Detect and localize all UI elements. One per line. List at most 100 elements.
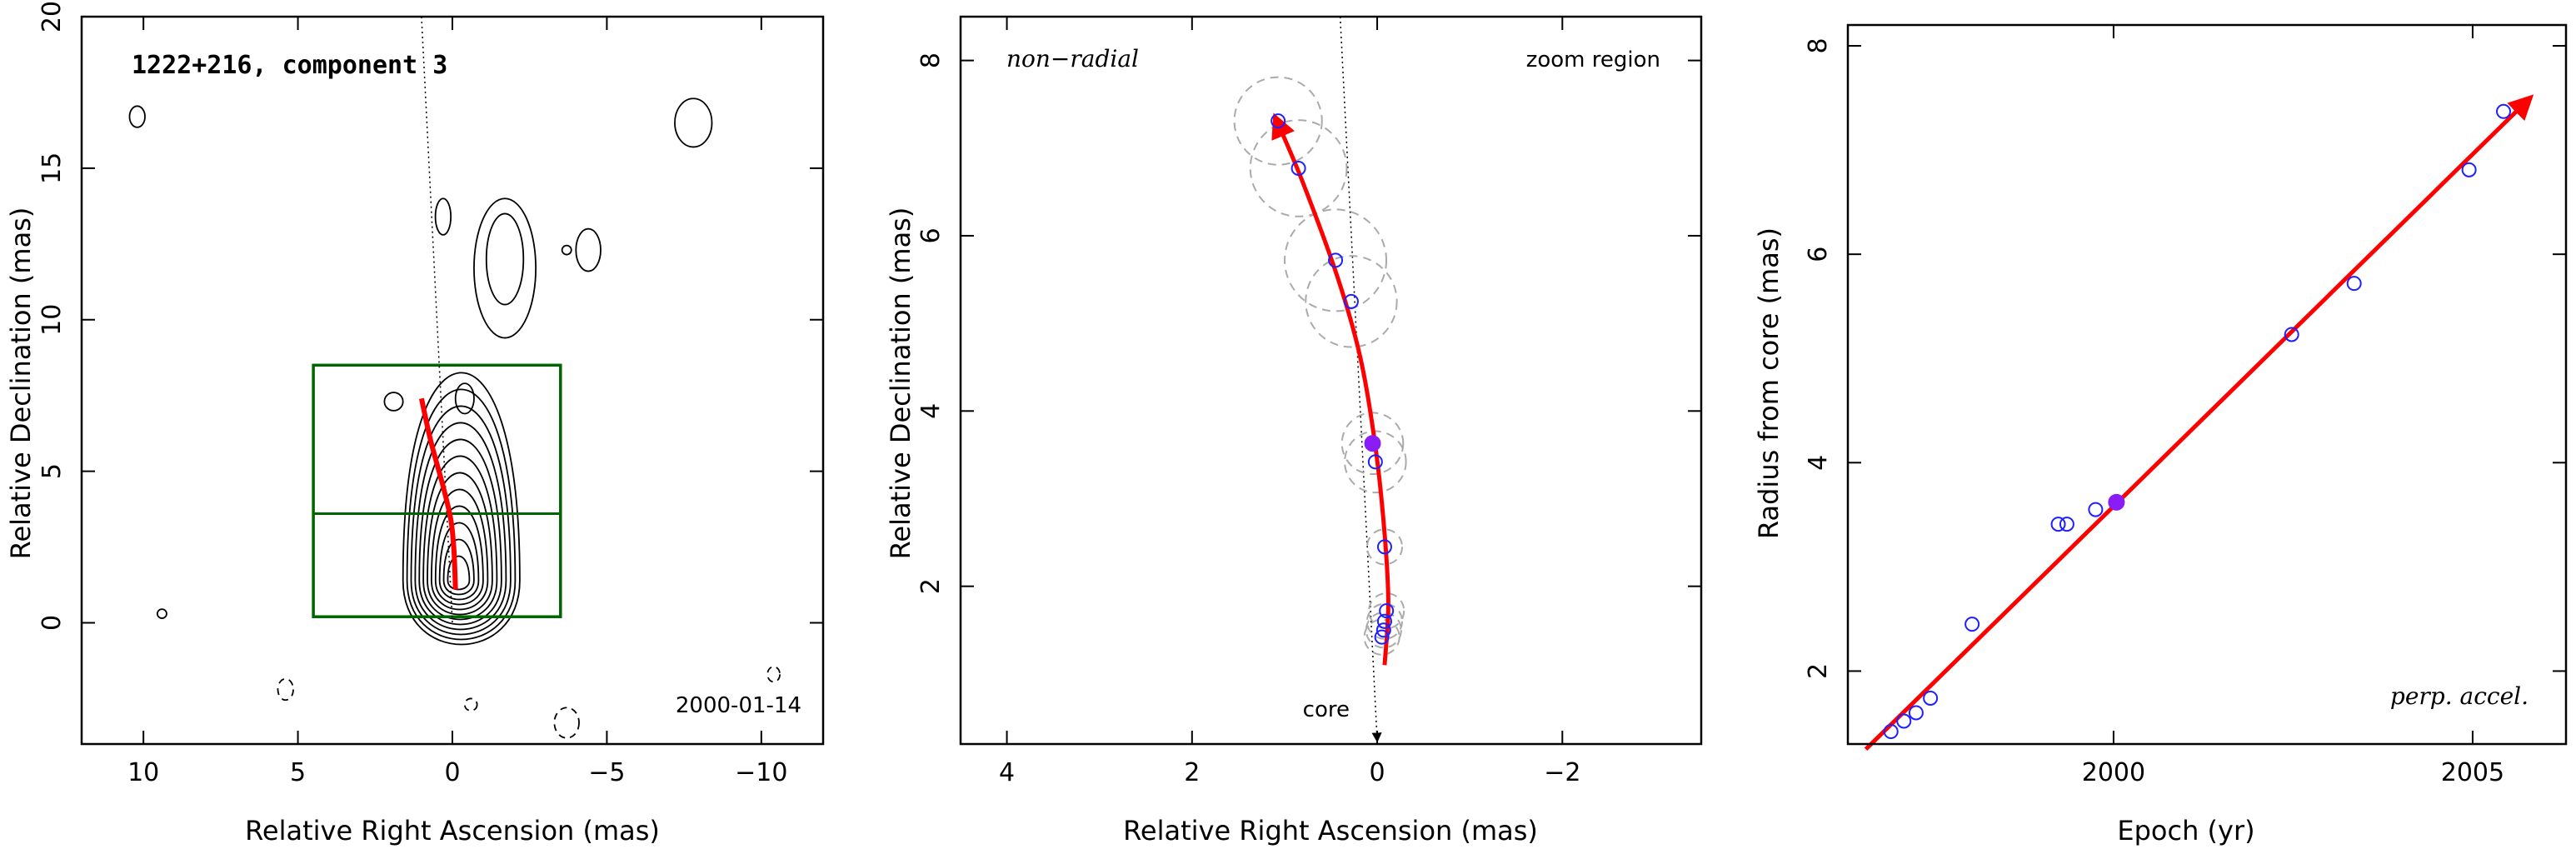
- y-ticks: 0 5 10 15 20: [37, 1, 823, 631]
- data-point: [1290, 160, 1306, 176]
- filled-data-point: [1364, 435, 1381, 452]
- y-tick-label: 8: [916, 52, 946, 68]
- panel3-y-axis-label: Radius from core (mas): [1753, 227, 1785, 539]
- data-point: [1343, 293, 1359, 309]
- y-tick-label: 0: [37, 615, 67, 631]
- contour-line: [277, 677, 294, 702]
- data-point: [1374, 629, 1390, 645]
- x-tick-label: 0: [1370, 758, 1385, 787]
- red-track-line: [418, 397, 458, 590]
- uncertainty-circle: [1368, 592, 1405, 630]
- contour-line: [427, 472, 493, 616]
- y-tick-label: 8: [1804, 37, 1833, 53]
- data-point: [2461, 162, 2477, 177]
- data-point: [1883, 723, 1899, 739]
- direction-line: [1339, 16, 1382, 743]
- contour-line: [431, 488, 489, 611]
- contour-line: [128, 105, 146, 128]
- y-tick-label: 5: [37, 463, 67, 479]
- contour-line: [414, 422, 507, 631]
- uncertainty-circles: [1233, 76, 1407, 656]
- plot-frame: [1846, 23, 2568, 746]
- label-zoom-region: zoom region: [1526, 47, 1660, 72]
- contour-line: [561, 244, 572, 256]
- contour-line: [575, 227, 602, 272]
- label-perp-accel: perp. accel.: [2390, 682, 2529, 710]
- y-tick-label: 6: [1804, 247, 1833, 262]
- zoom-region-box: [312, 363, 562, 618]
- panel1-y-axis-label: Relative Declination (mas): [5, 207, 37, 560]
- x-tick-label: 5: [290, 758, 306, 787]
- x-tick-label: 2005: [2441, 758, 2504, 787]
- uncertainty-circle: [1365, 612, 1402, 649]
- uncertainty-circle: [1233, 76, 1323, 166]
- data-point: [2284, 327, 2299, 342]
- contour-line: [418, 438, 502, 626]
- fit-line: [1864, 94, 2534, 752]
- label-non-radial: non−radial: [1006, 45, 1139, 72]
- contour-line: [434, 505, 484, 606]
- fit-line: [1864, 94, 2534, 752]
- uncertainty-circle: [1365, 602, 1403, 640]
- data-point: [1923, 690, 1939, 706]
- red-track-line: [1271, 112, 1390, 666]
- panel-contour-map: 10 5 0 −5 −10 0 5 10 15 20 1222+216, component 3…: [5, 1, 825, 847]
- contour-line: [454, 382, 475, 415]
- y-tick-label: 15: [37, 152, 67, 184]
- y-tick-label: 10: [37, 304, 67, 336]
- axes-frame: [1846, 23, 2568, 746]
- direction-dotted-line: [1339, 16, 1382, 743]
- data-point: [1376, 539, 1392, 555]
- contour-line: [156, 608, 167, 619]
- contour-line: [438, 522, 480, 601]
- panel-zoom-region: 4 2 0 −2 2 4 6 8 non−radial zoom region core R…: [885, 15, 1703, 847]
- contour-line: [383, 392, 404, 412]
- panel1-date-label: 2000-01-14: [676, 693, 801, 718]
- uncertainty-circle: [1305, 255, 1398, 348]
- uncertainty-circle: [1363, 618, 1400, 656]
- x-tick-label: 2: [1184, 758, 1200, 787]
- contour-lines: [128, 97, 781, 739]
- y-tick-label: 4: [916, 403, 946, 419]
- data-point: [1379, 603, 1395, 619]
- data-point: [2346, 276, 2362, 292]
- data-point: [2059, 517, 2074, 532]
- uncertainty-circle: [1284, 208, 1388, 312]
- x-tick-label: −10: [735, 758, 787, 787]
- data-point: [2050, 517, 2066, 532]
- plot-frame: [959, 15, 1703, 746]
- data-point: [1271, 113, 1286, 129]
- panel-radius-vs-epoch: 2000 2005 2 4 6 8 perp. accel. Epoch (yr) Ra…: [1753, 23, 2568, 847]
- data-point: [1328, 252, 1344, 268]
- x-tick-label: 0: [444, 758, 460, 787]
- data-point: [1908, 705, 1924, 721]
- track-curve: [1271, 112, 1390, 666]
- y-tick-label: 20: [37, 1, 67, 32]
- y-tick-label: 2: [1804, 663, 1833, 679]
- data-point: [1367, 454, 1383, 470]
- data-point: [2088, 502, 2104, 517]
- x-tick-label: −2: [1544, 758, 1580, 787]
- y-tick-label: 2: [916, 578, 946, 594]
- contour-line: [674, 97, 713, 148]
- contour-line: [442, 538, 475, 596]
- label-core: core: [1303, 697, 1350, 722]
- zoom-box-outline: [312, 363, 562, 618]
- contour-line: [766, 666, 781, 683]
- x-ticks: 2000 2005: [2082, 25, 2504, 787]
- x-ticks: 10 5 0 −5 −10: [127, 17, 787, 787]
- data-points: [1271, 113, 1395, 645]
- direction-dotted-line: [421, 16, 453, 623]
- contour-line: [463, 697, 478, 712]
- x-tick-label: 10: [127, 758, 159, 787]
- contour-line: [553, 707, 580, 739]
- track-curve: [418, 397, 458, 590]
- y-tick-label: 4: [1804, 455, 1833, 471]
- panel1-title: 1222+216, component 3: [132, 51, 447, 80]
- contour-line: [473, 197, 537, 339]
- x-tick-label: 4: [999, 758, 1015, 787]
- panel2-x-axis-label: Relative Right Ascension (mas): [1123, 815, 1538, 847]
- data-point: [1376, 613, 1392, 629]
- axes-frame: [959, 15, 1703, 746]
